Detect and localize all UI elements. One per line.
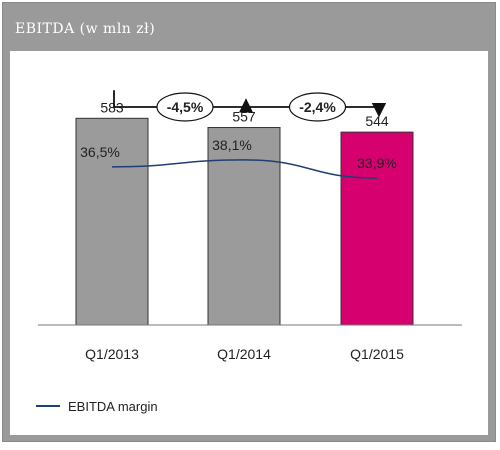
bar-Q1/2015 [340,131,414,326]
change-label: -2,4% [299,99,336,115]
chart-title: EBITDA (w mln zł) [15,21,156,37]
bar-value-label: 583 [100,99,124,115]
margin-value-label: 33,9% [357,155,397,171]
ebitda-chart: 583 557 544 36,5% 38,1% 33,9% -4,5% -2,4% Q1/2… [36,90,462,414]
x-tick-label: Q1/2013 [85,346,139,362]
margin-value-label: 36,5% [80,144,120,160]
bar-Q1/2014 [207,127,281,326]
change-bubble [288,92,347,122]
bar-value-label: 557 [232,109,256,125]
legend-label: EBITDA margin [68,399,158,414]
chart-frame: EBITDA (w mln zł) 583 557 544 36,5% 38,1% 33,… [2,2,496,442]
bar-Q1/2013 [75,117,149,326]
change-label: -4,5% [167,99,204,115]
bar-value-label: 544 [365,113,389,129]
ebitda-margin-line [111,159,378,179]
change-bubble [156,92,214,122]
margin-value-label: 38,1% [212,137,252,153]
chart-panel: 583 557 544 36,5% 38,1% 33,9% -4,5% -2,4% Q1/2… [10,51,488,435]
x-tick-label: Q1/2015 [350,346,404,362]
x-tick-label: Q1/2014 [217,346,271,362]
